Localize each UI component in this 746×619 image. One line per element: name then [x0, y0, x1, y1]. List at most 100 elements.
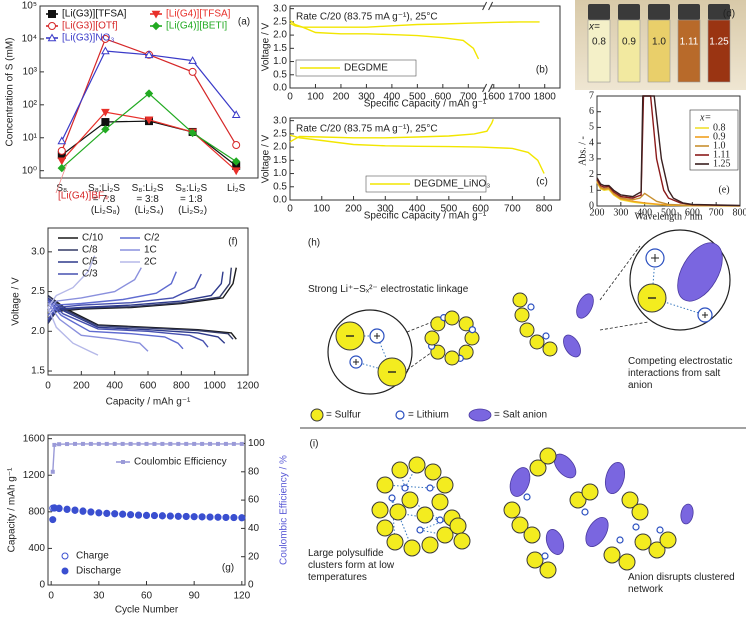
- vial-cap: [708, 4, 730, 20]
- data-point: [95, 509, 103, 517]
- sulfur: [431, 493, 449, 511]
- legend-marker: [48, 22, 56, 30]
- data-point: [160, 441, 165, 446]
- data-point: [71, 506, 79, 514]
- vial-cap: [588, 4, 610, 20]
- sulfur: [634, 533, 652, 551]
- y-tick-label: 3.0: [273, 3, 287, 14]
- vial-cap: [648, 4, 670, 20]
- y-tick-label: 10⁰: [22, 165, 37, 176]
- legend-label: 0.9: [713, 131, 726, 142]
- sulfur: [519, 322, 535, 338]
- sulfur: [569, 491, 587, 509]
- legend-label: [Li(G4)][TFSA]: [166, 9, 231, 20]
- interaction: [384, 484, 431, 489]
- legend-label: 1C: [144, 245, 157, 256]
- data-point: [223, 441, 228, 446]
- sulfur: [391, 461, 409, 479]
- x-tick-label: 90: [189, 591, 201, 602]
- vial-cap: [678, 4, 700, 20]
- data-line: [289, 119, 494, 143]
- axis-break-gap: [484, 86, 491, 90]
- sulfur: [408, 456, 426, 474]
- legend-label: C/5: [82, 257, 98, 268]
- data-line: [61, 120, 237, 167]
- axis-break: [482, 1, 488, 11]
- data-point: [80, 441, 85, 446]
- y-tick-label: 7: [589, 90, 594, 101]
- y-tick-label: 2.0: [273, 142, 287, 153]
- data-point: [192, 441, 197, 446]
- data-point: [144, 441, 149, 446]
- photo-axis-label: x=: [588, 22, 600, 33]
- y-tick-label: 0: [589, 200, 594, 211]
- lithium: [468, 326, 476, 334]
- legend-label: [Li(G3)][TFSA]: [62, 9, 127, 20]
- x-tick-label: 400: [409, 204, 426, 215]
- data-point: [73, 441, 78, 446]
- data-point: [232, 141, 241, 150]
- x-tick-label: 0: [45, 381, 51, 392]
- lithium: [616, 536, 624, 544]
- legend-label: C/8: [82, 245, 98, 256]
- data-point: [101, 34, 110, 43]
- y2-tick-label: 80: [248, 466, 260, 477]
- y-tick-label: 1200: [23, 470, 46, 481]
- lithium: [542, 332, 550, 340]
- legend-label: 2C: [144, 257, 157, 268]
- data-point: [88, 441, 93, 446]
- panel-label: (i): [310, 439, 319, 450]
- sulfur: [529, 334, 545, 350]
- sulfur: [603, 546, 621, 564]
- axis-break: [488, 83, 494, 93]
- legend-marker: [151, 21, 161, 31]
- x-tick-label: 1600: [483, 92, 506, 103]
- y-tick-label: 1.0: [273, 168, 287, 179]
- x-tick-label: 0: [48, 591, 54, 602]
- panel-label: (b): [536, 65, 548, 76]
- sulfur: [512, 292, 528, 308]
- axis-break-gap: [484, 4, 491, 8]
- salt-anion: [680, 503, 694, 525]
- y2-axis-label: Coulombic Efficiency / %: [279, 455, 290, 565]
- lithium: [541, 552, 549, 560]
- x-tick-label: 700: [709, 208, 724, 219]
- annotation: Rate C/20 (83.75 mA g⁻¹), 25°C: [296, 12, 438, 23]
- x-axis-label: Capacity / mAh g⁻¹: [106, 397, 191, 408]
- data-line: [47, 298, 209, 348]
- legend-label: Discharge: [76, 566, 121, 577]
- y-tick-label: 0.5: [273, 181, 287, 192]
- legend-frame: [689, 109, 739, 171]
- data-point: [101, 118, 110, 127]
- sulfur: [503, 501, 521, 519]
- sulfur: [618, 553, 636, 571]
- sulfur: [310, 408, 324, 422]
- y-tick-label: 1.5: [273, 155, 287, 166]
- x-tick-label: S₈: [56, 183, 67, 194]
- x-tick-label: 700: [504, 204, 521, 215]
- y-axis-label: Abs. / -: [577, 136, 588, 166]
- x-tick-label: S₈:Li₂S = 7:8 (Li₂S₈): [88, 183, 123, 216]
- vial-label: 1.11: [680, 37, 699, 48]
- data-point: [198, 513, 206, 521]
- legend-label: = Sulfur: [326, 410, 361, 421]
- x-tick-label: 800: [173, 381, 190, 392]
- y-axis-label: Capacity / mAh g⁻¹: [7, 467, 18, 552]
- data-line: [47, 300, 184, 350]
- panel-label: (a): [238, 17, 250, 28]
- data-point: [188, 56, 197, 64]
- y-tick-label: 400: [28, 543, 45, 554]
- sulfur: [648, 541, 666, 559]
- y-axis-label: Voltage / V: [261, 134, 272, 183]
- legend-label: = Lithium: [408, 410, 449, 421]
- sulfur: [621, 491, 639, 509]
- x-tick-label: 30: [93, 591, 105, 602]
- interaction: [355, 361, 393, 373]
- legend-title: x=: [699, 112, 711, 123]
- sulfur: [376, 519, 394, 537]
- sulfur: [659, 531, 677, 549]
- data-point: [144, 50, 154, 59]
- legend-marker: [121, 460, 125, 464]
- zoom-line: [599, 321, 649, 331]
- data-point: [136, 441, 141, 446]
